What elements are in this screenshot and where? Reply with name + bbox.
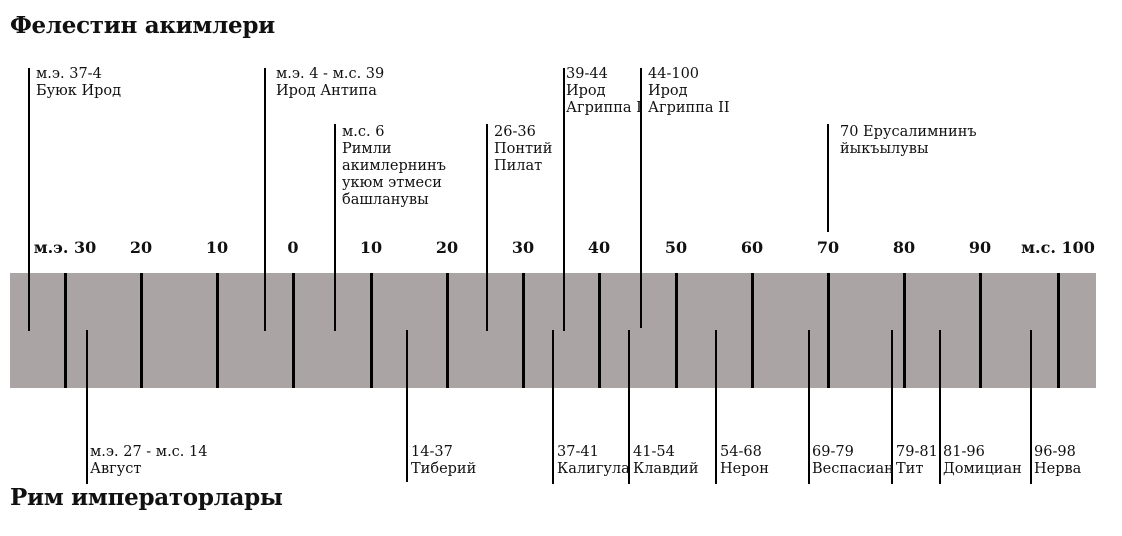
ruler-event: м.э. 37-4 Буюк Ирод [36, 66, 121, 100]
tick-label: 80 [892, 238, 916, 257]
event-years: м.э. 4 - м.с. 39 [276, 66, 385, 82]
tick-label: 10 [205, 238, 229, 257]
event-leader-line [640, 68, 642, 328]
event-leader-line [406, 330, 408, 482]
timeline-tick [1056, 273, 1060, 388]
event-name: Ирод Агриппа I [566, 83, 642, 116]
event-leader-line [334, 124, 336, 331]
event-years: 44-100 [648, 66, 700, 82]
emperor-event: 69-79 Веспасиан [812, 444, 894, 478]
event-years: 81-96 [943, 444, 985, 460]
timeline-tick [674, 273, 678, 388]
event-name: Буюк Ирод [36, 83, 122, 99]
tick-label: м.э. 30 [33, 238, 97, 257]
event-years: м.э. 27 - м.с. 14 [90, 444, 208, 460]
tick-label: 30 [511, 238, 535, 257]
emperors-heading: Рим императорлары [10, 484, 283, 511]
event-years: 14-37 [411, 444, 453, 460]
event-leader-line [486, 124, 488, 331]
tick-label: 20 [435, 238, 459, 257]
timeline-tick [978, 273, 982, 388]
event-name: Ирод Антипа [276, 83, 377, 99]
tick-label: 50 [664, 238, 688, 257]
event-name: Домициан [943, 461, 1022, 477]
timeline-tick [445, 273, 449, 388]
ruler-event: 39-44 Ирод Агриппа I [566, 66, 642, 117]
timeline-tick [291, 273, 295, 388]
tick-label: 60 [740, 238, 764, 257]
event-leader-line [891, 330, 893, 484]
timeline-tick [63, 273, 67, 388]
tick-label: 0 [287, 238, 299, 257]
tick-label: 90 [968, 238, 992, 257]
emperor-event: 79-81 Тит [896, 444, 938, 478]
tick-label: 70 [816, 238, 840, 257]
event-leader-line [1030, 330, 1032, 484]
event-leader-line [808, 330, 810, 484]
emperor-event: 37-41 Калигула [557, 444, 630, 478]
event-leader-line [264, 68, 266, 331]
event-leader-line [552, 330, 554, 484]
event-leader-line [715, 330, 717, 484]
event-leader-line [827, 124, 829, 232]
event-name: Тит [896, 461, 924, 477]
emperor-event: м.э. 27 - м.с. 14 Август [90, 444, 207, 478]
event-name: Ирод Агриппа II [648, 83, 730, 116]
event-years: 70 Ерусалимнинъ [840, 124, 977, 140]
event-years: 96-98 [1034, 444, 1076, 460]
ruler-event: 26-36 Понтий Пилат [494, 124, 552, 175]
event-leader-line [628, 330, 630, 484]
event-name: йыкъылувы [840, 141, 929, 157]
tick-label: м.с. 100 [1021, 238, 1095, 257]
tick-label: 40 [587, 238, 611, 257]
event-name: Нерон [720, 461, 769, 477]
ruler-event: м.э. 4 - м.с. 39 Ирод Антипа [276, 66, 384, 100]
event-years: м.э. 37-4 [36, 66, 102, 82]
ruler-event: 44-100 Ирод Агриппа II [648, 66, 730, 117]
event-years: 54-68 [720, 444, 762, 460]
event-leader-line [939, 330, 941, 484]
event-leader-line [563, 68, 565, 331]
event-name: Клавдий [633, 461, 699, 477]
event-leader-line [86, 330, 88, 484]
rulers-heading: Фелестин акимлери [10, 12, 275, 39]
emperor-event: 41-54 Клавдий [633, 444, 699, 478]
timeline-tick [826, 273, 830, 388]
tick-label: 20 [129, 238, 153, 257]
ruler-event: 70 Ерусалимнинъ йыкъылувы [840, 124, 977, 158]
event-name: Тиберий [411, 461, 477, 477]
event-years: м.с. 6 [342, 124, 385, 140]
event-years: 79-81 [896, 444, 938, 460]
timeline-tick [750, 273, 754, 388]
event-name: Понтий Пилат [494, 141, 553, 174]
timeline-tick [902, 273, 906, 388]
event-name: Август [90, 461, 142, 477]
timeline-tick [369, 273, 373, 388]
event-leader-line [28, 68, 30, 331]
event-name: Веспасиан [812, 461, 894, 477]
timeline-tick [139, 273, 143, 388]
emperor-event: 96-98 Нерва [1034, 444, 1081, 478]
timeline-tick [215, 273, 219, 388]
event-name: Нерва [1034, 461, 1082, 477]
tick-label: 10 [359, 238, 383, 257]
emperor-event: 14-37 Тиберий [411, 444, 476, 478]
event-years: 39-44 [566, 66, 608, 82]
event-name: Римли акимлернинъ укюм этмеси башланувы [342, 141, 446, 208]
emperor-event: 81-96 Домициан [943, 444, 1022, 478]
event-years: 37-41 [557, 444, 599, 460]
emperor-event: 54-68 Нерон [720, 444, 769, 478]
timeline-tick [597, 273, 601, 388]
event-years: 26-36 [494, 124, 536, 140]
event-years: 69-79 [812, 444, 854, 460]
event-years: 41-54 [633, 444, 675, 460]
ruler-event: м.с. 6 Римли акимлернинъ укюм этмеси башл… [342, 124, 446, 209]
timeline-tick [521, 273, 525, 388]
event-name: Калигула [557, 461, 630, 477]
